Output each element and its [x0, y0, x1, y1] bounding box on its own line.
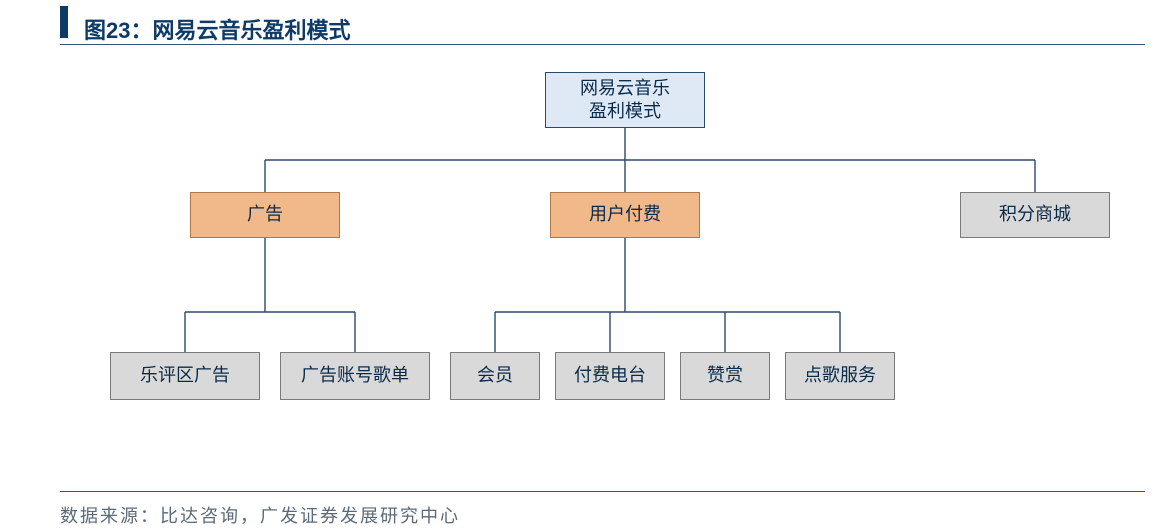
figure-title-bar: 图23：网易云音乐盈利模式 — [60, 6, 1145, 52]
org-tree-diagram: 网易云音乐 盈利模式广告 用户付费 积分商城乐评区广告广告账号歌单会员付费电台赞赏点… — [60, 52, 1145, 472]
node-p1: 会员 — [450, 352, 540, 400]
node-p2: 付费电台 — [555, 352, 665, 400]
node-ad1: 乐评区广告 — [110, 352, 260, 400]
node-ad: 广告 — [190, 192, 340, 238]
node-p4: 点歌服务 — [785, 352, 895, 400]
node-root: 网易云音乐 盈利模式 — [545, 72, 705, 128]
node-mall: 积分商城 — [960, 192, 1110, 238]
bottom-rule — [60, 491, 1145, 492]
node-p3: 赞赏 — [680, 352, 770, 400]
figure-source: 数据来源：比达咨询，广发证券发展研究中心 — [60, 502, 460, 528]
top-rule — [60, 44, 1145, 45]
figure-title: 图23：网易云音乐盈利模式 — [84, 13, 350, 45]
node-ad2: 广告账号歌单 — [280, 352, 430, 400]
figure-container: 图23：网易云音乐盈利模式 网易云音乐 盈利模式广告 用户付费 积分商城乐评区广告广… — [0, 0, 1165, 532]
node-pay: 用户付费 — [550, 192, 700, 238]
